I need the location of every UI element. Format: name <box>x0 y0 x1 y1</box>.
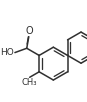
Text: HO: HO <box>0 48 14 57</box>
Text: O: O <box>25 26 33 36</box>
Text: CH₃: CH₃ <box>22 78 37 87</box>
